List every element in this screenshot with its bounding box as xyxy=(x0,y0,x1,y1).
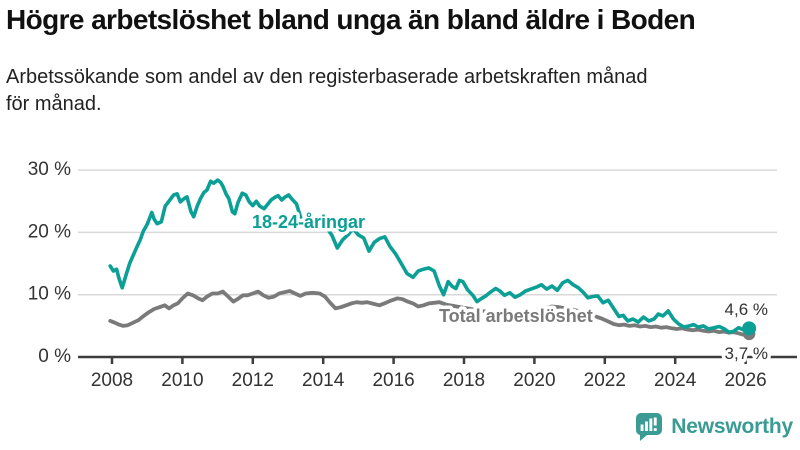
chart-subtitle-line2: för månad. xyxy=(6,93,102,115)
y-axis-tick-label: 10 % xyxy=(28,284,71,305)
x-axis-tick-label: 2014 xyxy=(302,370,345,391)
x-axis-tick-label: 2022 xyxy=(584,370,626,391)
x-axis-tick-label: 2008 xyxy=(91,370,133,391)
series-line-total-arbetsloshet xyxy=(108,289,751,337)
chart-subtitle: Arbetssökande som andel av den registerb… xyxy=(6,64,648,118)
series-label-18-24-aringar: 18-24-åringar xyxy=(252,212,365,232)
newsworthy-logo-text: Newsworthy xyxy=(671,415,793,438)
x-axis-tick-label: 2026 xyxy=(724,370,766,391)
x-axis-tick-label: 2010 xyxy=(161,370,203,391)
chart-subtitle-line1: Arbetssökande som andel av den registerb… xyxy=(6,66,648,88)
series-end-value-label-total-arbetsloshet: 3,7 % xyxy=(725,344,768,363)
series-end-dot-18-24-aringar xyxy=(742,321,757,336)
y-axis-tick-label: 20 % xyxy=(28,221,71,242)
newsworthy-logo-icon xyxy=(636,413,663,441)
y-axis-tick-label: 30 % xyxy=(28,159,71,180)
x-axis-tick-label: 2016 xyxy=(372,370,414,391)
x-axis-tick-label: 2020 xyxy=(513,370,555,391)
newsworthy-logo: Newsworthy xyxy=(635,412,793,442)
series-line-18-24-aringar xyxy=(108,178,751,334)
chart-title: Högre arbetslöshet bland unga än bland ä… xyxy=(6,4,696,35)
x-axis-tick-label: 2018 xyxy=(443,370,485,391)
series-end-value-label-18-24-aringar: 4,6 % xyxy=(725,300,768,319)
x-axis-tick-label: 2024 xyxy=(654,370,697,391)
series-label-total-arbetsloshet: Total arbetslöshet xyxy=(439,306,593,326)
y-axis-tick-label: 0 % xyxy=(38,346,71,367)
x-axis-tick-label: 2012 xyxy=(232,370,274,391)
